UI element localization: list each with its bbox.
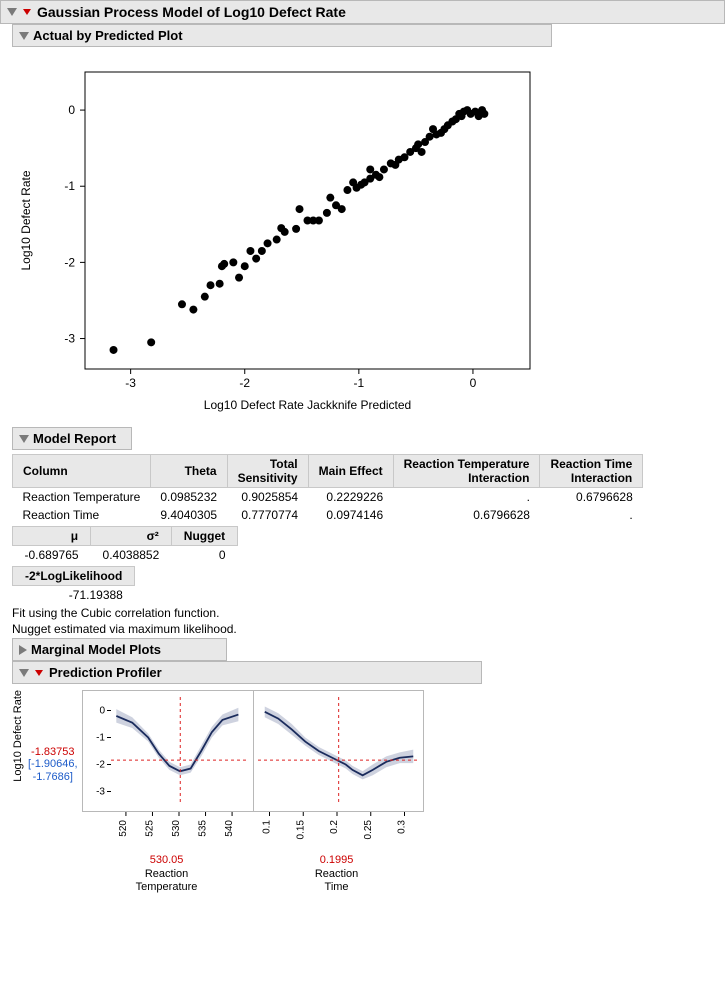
model-report-table: ColumnThetaTotalSensitivityMain EffectRe…: [12, 454, 643, 524]
fit-note-2: Nugget estimated via maximum likelihood.: [12, 622, 725, 636]
profiler-title: Prediction Profiler: [49, 665, 162, 680]
svg-text:0.1: 0.1: [261, 820, 272, 834]
svg-text:540: 540: [224, 820, 235, 837]
profiler-chart-2[interactable]: [253, 691, 423, 811]
disclosure-icon[interactable]: [7, 8, 17, 16]
svg-text:-3: -3: [96, 787, 105, 798]
profiler-2-xlabel: ReactionTime: [252, 868, 422, 894]
profiler-1-xval[interactable]: 530.05: [82, 854, 252, 866]
svg-text:-1: -1: [96, 733, 105, 744]
svg-text:0: 0: [68, 103, 75, 117]
scatter-plot: -3 -2 -1 0 -3 -2 -1 0 Log10 Defect Rate Jackknif…: [0, 47, 725, 427]
svg-text:-2: -2: [64, 255, 75, 269]
scatter-section-header[interactable]: Actual by Predicted Plot: [12, 24, 552, 47]
marginal-section-header[interactable]: Marginal Model Plots: [12, 638, 227, 661]
svg-text:-3: -3: [125, 376, 136, 390]
svg-text:-1: -1: [64, 179, 75, 193]
svg-text:Log10 Defect Rate: Log10 Defect Rate: [19, 170, 33, 270]
prediction-ci-low: [-1.90646,: [28, 758, 78, 771]
svg-text:535: 535: [197, 820, 208, 837]
svg-text:0.3: 0.3: [396, 820, 407, 834]
main-section-header[interactable]: Gaussian Process Model of Log10 Defect R…: [0, 0, 725, 24]
menu-dropdown-icon[interactable]: [21, 6, 33, 18]
profiler-1-xlabel: ReactionTemperature: [82, 868, 252, 894]
disclosure-icon[interactable]: [19, 32, 29, 40]
profiler-2-xval[interactable]: 0.1995: [252, 854, 422, 866]
profiler-container: Log10 Defect Rate -1.83753 [-1.90646, -1…: [0, 684, 725, 894]
params-table: μσ²Nugget-0.6897650.40388520: [12, 526, 238, 564]
svg-text:0.25: 0.25: [362, 820, 373, 840]
model-report-title: Model Report: [33, 431, 116, 446]
disclosure-icon[interactable]: [19, 669, 29, 677]
svg-text:-2: -2: [96, 760, 105, 771]
fit-note-1: Fit using the Cubic correlation function…: [12, 606, 725, 620]
svg-text:0: 0: [99, 706, 105, 717]
disclosure-closed-icon[interactable]: [19, 645, 27, 655]
svg-text:0.2: 0.2: [329, 820, 340, 834]
loglikelihood-table: -2*LogLikelihood-71.19388: [12, 566, 135, 604]
disclosure-icon[interactable]: [19, 435, 29, 443]
profiler-chart-1[interactable]: -3 -2 -1 0: [83, 691, 253, 811]
svg-text:525: 525: [144, 820, 155, 837]
svg-text:530: 530: [171, 820, 182, 837]
svg-text:-3: -3: [64, 332, 75, 346]
model-report-header[interactable]: Model Report: [12, 427, 132, 450]
svg-text:0.15: 0.15: [295, 820, 306, 840]
main-title: Gaussian Process Model of Log10 Defect R…: [37, 4, 346, 20]
svg-text:Log10 Defect Rate Jackknife Pr: Log10 Defect Rate Jackknife Predicted: [204, 398, 411, 412]
svg-text:0: 0: [470, 376, 477, 390]
svg-text:-2: -2: [239, 376, 250, 390]
menu-dropdown-icon[interactable]: [33, 667, 45, 679]
profiler-section-header[interactable]: Prediction Profiler: [12, 661, 482, 684]
prediction-ci-high: -1.7686]: [33, 771, 73, 784]
profiler-y-label: Log10 Defect Rate: [12, 690, 24, 782]
prediction-value: -1.83753: [31, 746, 74, 758]
scatter-title: Actual by Predicted Plot: [33, 28, 183, 43]
svg-text:-1: -1: [354, 376, 365, 390]
marginal-title: Marginal Model Plots: [31, 642, 161, 657]
svg-text:520: 520: [117, 820, 128, 837]
